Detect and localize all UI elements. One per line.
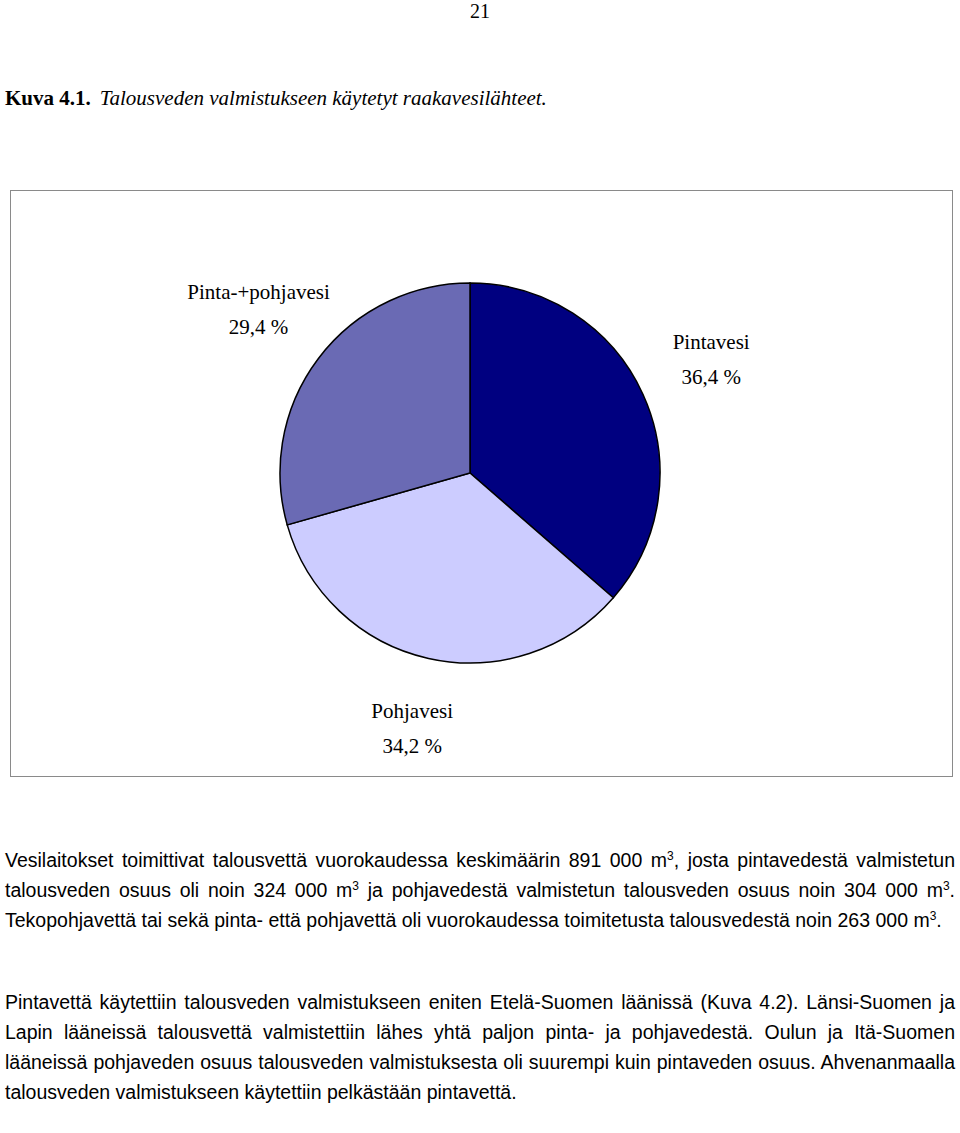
slice-label: Pohjavesi 34,2 % [371, 699, 453, 758]
chart-svg: Pintavesi 36,4 % Pohjavesi 34,2 % Pinta-+poh… [0, 0, 960, 1133]
text-run: ja pohjavedestä valmistetun talousveden … [359, 879, 943, 901]
slice-labels: Pintavesi 36,4 % Pohjavesi 34,2 % Pinta-+poh… [187, 280, 750, 757]
slice-value: 29,4 % [229, 315, 289, 339]
superscript: 3 [667, 849, 674, 863]
superscript: 3 [930, 909, 937, 923]
caption-label: Kuva 4.1. [5, 86, 91, 110]
pie-slice [280, 283, 470, 525]
slice-category: Pinta-+pohjavesi [187, 280, 330, 304]
slices [280, 283, 660, 663]
superscript: 3 [943, 879, 950, 893]
slice-value: 34,2 % [382, 734, 442, 758]
chart-frame [11, 191, 953, 777]
superscript: 3 [352, 879, 359, 893]
slice-category: Pohjavesi [371, 699, 453, 723]
slice-value: 36,4 % [681, 365, 741, 389]
page-number: 21 [0, 0, 960, 23]
text-run: Pintavettä käytettiin talousveden valmis… [5, 991, 955, 1103]
slice-label: Pinta-+pohjavesi 29,4 % [187, 280, 330, 339]
pie: Pintavesi 36,4 % Pohjavesi 34,2 % Pinta-+poh… [187, 280, 750, 757]
paragraph: Vesilaitokset toimittivat talousvettä vu… [5, 845, 955, 935]
slice-label: Pintavesi 36,4 % [673, 330, 750, 389]
slice-category: Pintavesi [673, 330, 750, 354]
figure-caption: Kuva 4.1. Talousveden valmistukseen käyte… [5, 86, 547, 111]
text-run: . [936, 909, 941, 931]
paragraph: Pintavettä käytettiin talousveden valmis… [5, 987, 955, 1107]
caption-text: Talousveden valmistukseen käytetyt raaka… [100, 86, 547, 110]
text-run: Vesilaitokset toimittivat talousvettä vu… [5, 849, 667, 871]
